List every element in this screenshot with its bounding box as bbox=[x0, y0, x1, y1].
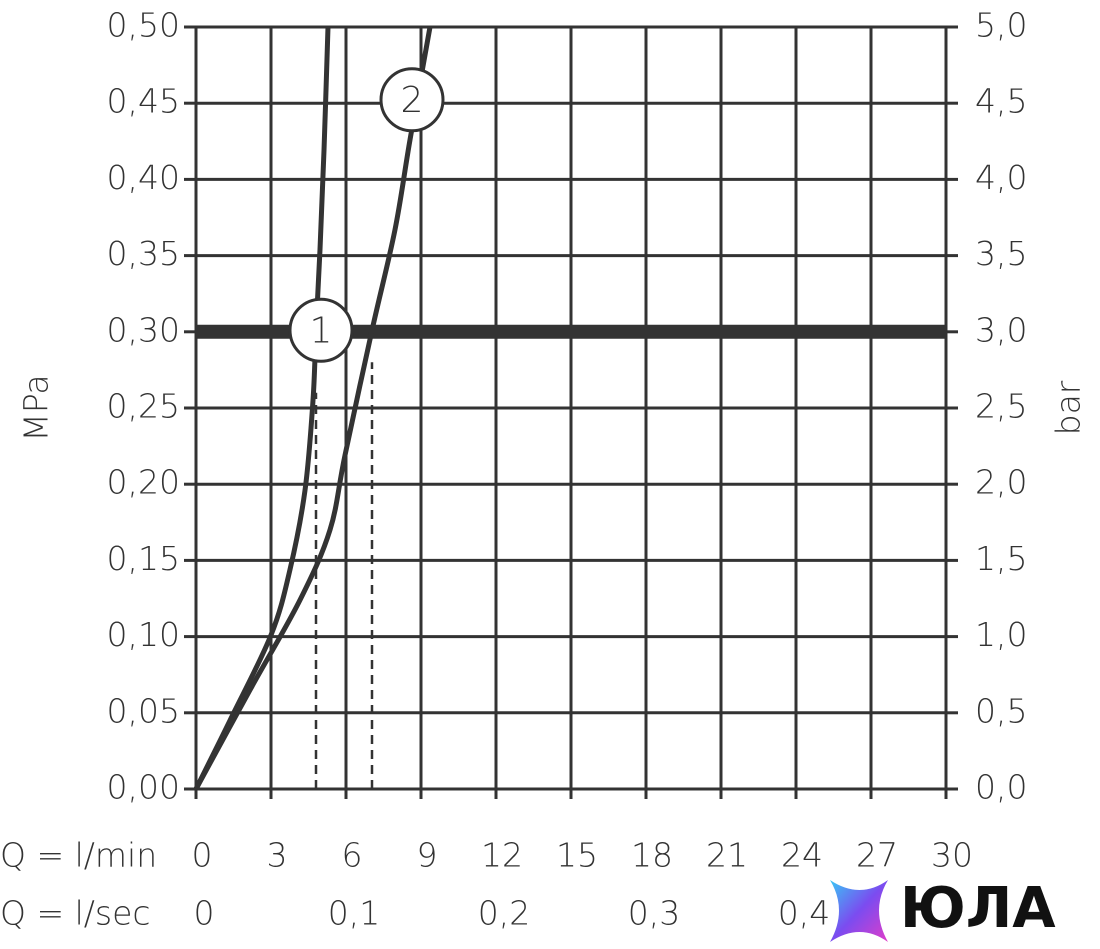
x2-tick-label: 0,2 bbox=[478, 894, 530, 933]
y-tick-label: 0,50 bbox=[107, 6, 180, 45]
x2-tick-label: 0,1 bbox=[328, 894, 380, 933]
x-tick-label: 0 bbox=[192, 836, 213, 875]
y-tick-label: 0,30 bbox=[107, 310, 180, 349]
series-label: 2 bbox=[401, 80, 424, 121]
x-tick-label: 3 bbox=[267, 836, 288, 875]
x-axis-label: Q = l/min bbox=[0, 836, 157, 875]
y-tick-label: 0,45 bbox=[107, 82, 180, 121]
y2-tick-label: 1,0 bbox=[975, 615, 1027, 654]
y2-tick-label: 4,0 bbox=[975, 158, 1027, 197]
x-tick-label: 12 bbox=[481, 836, 523, 875]
y-tick-label: 0,35 bbox=[107, 234, 180, 273]
y2-tick-label: 3,5 bbox=[975, 234, 1027, 273]
series-line bbox=[193, 26, 433, 791]
y-axis-label: MPa bbox=[17, 374, 56, 441]
y-tick-label: 0,40 bbox=[107, 158, 180, 197]
logo: ЮЛА bbox=[830, 876, 1056, 942]
y-tick-label: 0,20 bbox=[107, 463, 180, 502]
y-tick-label: 0,25 bbox=[107, 387, 180, 426]
y-tick-label: 0,00 bbox=[107, 768, 180, 807]
y-tick-label: 0,15 bbox=[107, 539, 180, 578]
y2-tick-label: 5,0 bbox=[975, 6, 1027, 45]
x-tick-label: 21 bbox=[706, 836, 748, 875]
y2-tick-label: 1,5 bbox=[975, 539, 1027, 578]
x-tick-label: 30 bbox=[931, 836, 973, 875]
x2-tick-label: 0 bbox=[194, 894, 215, 933]
x-tick-label: 6 bbox=[342, 836, 363, 875]
y2-tick-label: 4,5 bbox=[975, 82, 1027, 121]
y-tick-label: 0,10 bbox=[107, 615, 180, 654]
x2-tick-label: 0,4 bbox=[778, 894, 830, 933]
series-label-circle bbox=[288, 297, 354, 363]
x-tick-label: 27 bbox=[856, 836, 898, 875]
series-label: 1 bbox=[310, 310, 333, 351]
x-tick-label: 18 bbox=[631, 836, 673, 875]
y2-tick-label: 3,0 bbox=[975, 310, 1027, 349]
series-label-circle bbox=[379, 67, 445, 133]
y2-tick-label: 2,5 bbox=[975, 387, 1027, 426]
series-line bbox=[193, 26, 331, 791]
x-tick-label: 9 bbox=[417, 836, 438, 875]
x-tick-label: 15 bbox=[556, 836, 598, 875]
y-tick-label: 0,05 bbox=[107, 691, 180, 730]
y2-tick-label: 0,0 bbox=[975, 768, 1027, 807]
y2-tick-label: 2,0 bbox=[975, 463, 1027, 502]
logo-icon bbox=[830, 880, 888, 942]
x2-axis-label: Q = l/sec bbox=[0, 894, 151, 933]
x-tick-label: 24 bbox=[781, 836, 823, 875]
y2-tick-label: 0,5 bbox=[975, 691, 1027, 730]
watermark: ЮЛА bbox=[900, 876, 1056, 941]
x2-tick-label: 0,3 bbox=[628, 894, 680, 933]
y2-axis-label: bar bbox=[1049, 380, 1088, 435]
